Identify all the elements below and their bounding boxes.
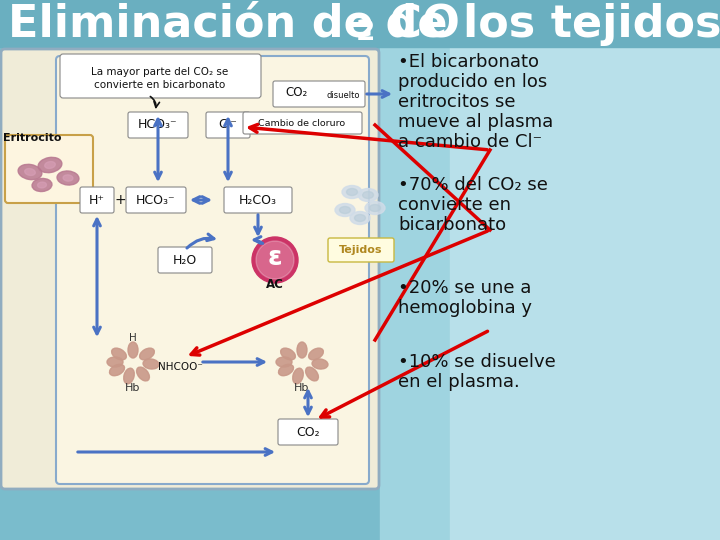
Ellipse shape: [276, 357, 292, 367]
Ellipse shape: [354, 214, 366, 221]
Text: 2: 2: [356, 18, 375, 46]
Text: Eliminación de CO: Eliminación de CO: [8, 3, 460, 45]
FancyBboxPatch shape: [224, 187, 292, 213]
Text: convierte en: convierte en: [398, 196, 511, 214]
Text: convierte en bicarbonato: convierte en bicarbonato: [94, 80, 225, 90]
FancyBboxPatch shape: [128, 112, 188, 138]
Text: hemoglobina y: hemoglobina y: [398, 299, 532, 317]
FancyBboxPatch shape: [328, 238, 394, 262]
Text: La mayor parte del CO₂ se: La mayor parte del CO₂ se: [91, 67, 229, 77]
Ellipse shape: [38, 157, 62, 173]
Text: H₂CO₃: H₂CO₃: [239, 193, 277, 206]
Text: Hb: Hb: [294, 383, 310, 393]
FancyBboxPatch shape: [158, 247, 212, 273]
Ellipse shape: [312, 359, 328, 369]
Ellipse shape: [279, 364, 294, 376]
Text: HCO₃⁻: HCO₃⁻: [136, 193, 176, 206]
Text: +: +: [114, 193, 126, 207]
Text: •El bicarbonato: •El bicarbonato: [398, 53, 539, 71]
Ellipse shape: [309, 348, 323, 360]
Text: H₂O: H₂O: [173, 253, 197, 267]
Bar: [450, 0, 720, 540]
Circle shape: [252, 237, 298, 283]
Ellipse shape: [362, 192, 374, 199]
Ellipse shape: [32, 178, 52, 192]
Text: Cl⁻: Cl⁻: [219, 118, 238, 132]
Ellipse shape: [358, 188, 378, 201]
Text: disuelto: disuelto: [326, 91, 360, 100]
Ellipse shape: [340, 206, 351, 213]
Ellipse shape: [293, 368, 303, 384]
Text: eritrocitos se: eritrocitos se: [398, 93, 516, 111]
Text: H: H: [129, 333, 137, 343]
FancyBboxPatch shape: [1, 49, 379, 489]
Ellipse shape: [365, 201, 385, 214]
Text: CO₂: CO₂: [285, 85, 307, 98]
Text: H⁺: H⁺: [89, 193, 105, 206]
Ellipse shape: [342, 186, 362, 199]
Text: Tejidos: Tejidos: [339, 245, 383, 255]
Text: bicarbonato: bicarbonato: [398, 216, 506, 234]
FancyBboxPatch shape: [206, 112, 250, 138]
Text: producido en los: producido en los: [398, 73, 547, 91]
Text: mueve al plasma: mueve al plasma: [398, 113, 553, 131]
Text: Eritrocito: Eritrocito: [3, 133, 61, 143]
Ellipse shape: [107, 357, 123, 367]
Ellipse shape: [128, 342, 138, 358]
FancyBboxPatch shape: [56, 56, 369, 484]
Bar: [0, 0, 720, 47]
Ellipse shape: [124, 368, 135, 384]
Text: •10% se disuelve: •10% se disuelve: [398, 353, 556, 371]
Ellipse shape: [109, 364, 125, 376]
FancyBboxPatch shape: [80, 187, 114, 213]
Text: NHCOO⁻: NHCOO⁻: [158, 362, 203, 372]
Ellipse shape: [143, 359, 159, 369]
Ellipse shape: [18, 164, 42, 180]
Ellipse shape: [369, 205, 380, 212]
Text: Cambio de cloruro: Cambio de cloruro: [258, 118, 346, 127]
Ellipse shape: [37, 182, 47, 188]
FancyBboxPatch shape: [60, 54, 261, 98]
Ellipse shape: [112, 348, 127, 360]
Ellipse shape: [346, 188, 358, 195]
Text: a cambio de Cl⁻: a cambio de Cl⁻: [398, 133, 542, 151]
Text: HCO₃⁻: HCO₃⁻: [138, 118, 178, 132]
Text: AC: AC: [266, 279, 284, 292]
FancyBboxPatch shape: [5, 135, 93, 203]
Ellipse shape: [297, 342, 307, 358]
Ellipse shape: [281, 348, 295, 360]
Ellipse shape: [63, 175, 73, 181]
Ellipse shape: [24, 168, 35, 176]
Text: Hb: Hb: [125, 383, 140, 393]
Bar: [380, 0, 720, 540]
FancyBboxPatch shape: [243, 112, 362, 134]
Text: •20% se une a: •20% se une a: [398, 279, 531, 297]
FancyBboxPatch shape: [126, 187, 186, 213]
Text: •70% del CO₂ se: •70% del CO₂ se: [398, 176, 548, 194]
Ellipse shape: [45, 161, 55, 168]
Ellipse shape: [140, 348, 154, 360]
Ellipse shape: [57, 171, 79, 185]
Ellipse shape: [350, 212, 370, 225]
Ellipse shape: [335, 204, 355, 217]
FancyBboxPatch shape: [273, 81, 365, 107]
FancyBboxPatch shape: [278, 419, 338, 445]
Text: CO₂: CO₂: [296, 426, 320, 438]
Text: de los tejidos: de los tejidos: [370, 3, 720, 45]
Circle shape: [256, 241, 294, 279]
Text: ε: ε: [268, 245, 282, 271]
Ellipse shape: [305, 367, 318, 381]
Text: en el plasma.: en el plasma.: [398, 373, 520, 391]
Ellipse shape: [137, 367, 150, 381]
